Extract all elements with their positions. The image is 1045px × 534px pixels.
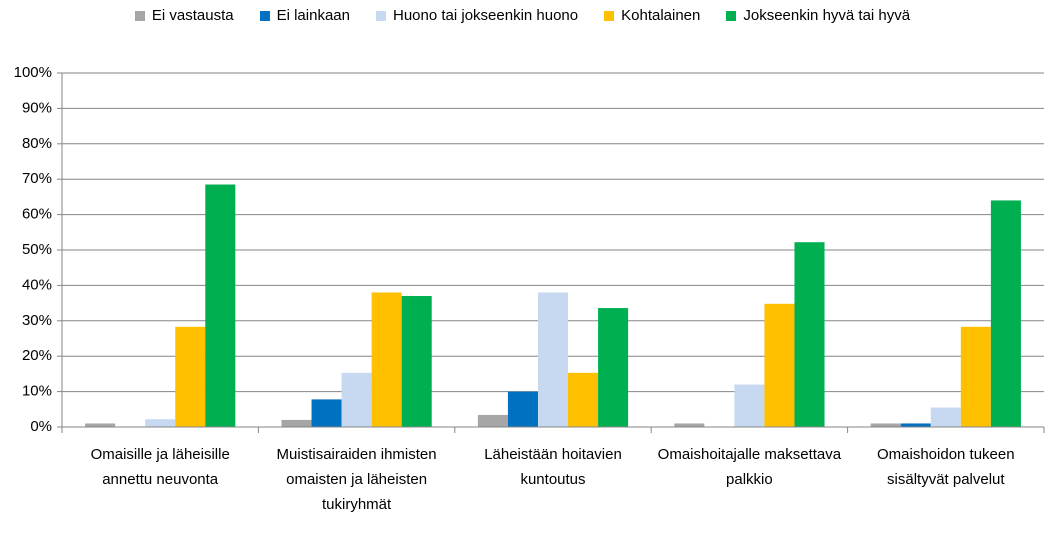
bar — [205, 184, 236, 427]
bar — [794, 242, 825, 427]
bar — [990, 200, 1021, 427]
legend-swatch — [375, 10, 386, 21]
legend-item: Huono tai jokseenkin huono — [375, 7, 579, 24]
legend-label: Huono tai jokseenkin huono — [392, 7, 579, 24]
bar — [145, 419, 176, 427]
bar — [341, 372, 372, 427]
bar — [598, 308, 629, 427]
bar — [960, 326, 991, 427]
y-tick-label: 70% — [22, 170, 52, 187]
legend-item: Kohtalainen — [604, 7, 700, 24]
x-tick-label: Muistisairaiden ihmisten omaisten ja läh… — [276, 446, 437, 513]
bar — [930, 407, 961, 427]
legend-item: Ei lainkaan — [259, 7, 350, 24]
bar — [85, 423, 116, 427]
legend-label: Jokseenkin hyvä tai hyvä — [743, 7, 911, 24]
y-tick-label: 80% — [22, 135, 52, 152]
bar — [371, 292, 402, 427]
bar — [870, 423, 901, 427]
legend-item: Jokseenkin hyvä tai hyvä — [726, 7, 910, 24]
bar — [674, 423, 705, 427]
y-tick-label: 100% — [14, 64, 52, 81]
legend-swatch — [726, 10, 737, 21]
legend-label: Kohtalainen — [621, 7, 701, 24]
y-tick-label: 60% — [22, 206, 52, 223]
x-tick-label: Läheistään hoitavien kuntoutus — [484, 446, 622, 488]
x-tick-label: Omaisille ja läheisille annettu neuvonta — [90, 446, 230, 488]
y-tick-label: 20% — [22, 347, 52, 364]
bar — [568, 372, 599, 427]
bar — [175, 326, 206, 427]
y-tick-label: 50% — [22, 241, 52, 258]
bar — [281, 419, 312, 427]
y-tick-label: 30% — [22, 312, 52, 329]
y-tick-label: 0% — [30, 418, 52, 435]
bar — [734, 384, 765, 427]
bar — [477, 414, 508, 427]
y-tick-label: 40% — [22, 276, 52, 293]
x-tick-label: Omaishoitajalle maksettava palkkio — [657, 446, 842, 488]
legend-item: Ei vastausta — [134, 7, 234, 24]
legend-label: Ei vastausta — [151, 7, 234, 24]
bar — [537, 292, 569, 427]
x-tick-label: Omaishoidon tukeen sisältyvät palvelut — [877, 446, 1015, 488]
bar — [900, 423, 931, 427]
legend-swatch — [604, 10, 615, 21]
bar — [507, 391, 538, 427]
y-tick-label: 90% — [22, 99, 52, 116]
bar — [311, 399, 342, 427]
bar — [764, 303, 795, 427]
bar — [401, 296, 432, 427]
legend-swatch — [259, 10, 270, 21]
legend: Ei vastausta Ei lainkaan Huono tai jokseen… — [0, 7, 1045, 24]
y-tick-label: 10% — [22, 383, 52, 400]
legend-label: Ei lainkaan — [276, 7, 350, 24]
legend-swatch — [134, 10, 145, 21]
